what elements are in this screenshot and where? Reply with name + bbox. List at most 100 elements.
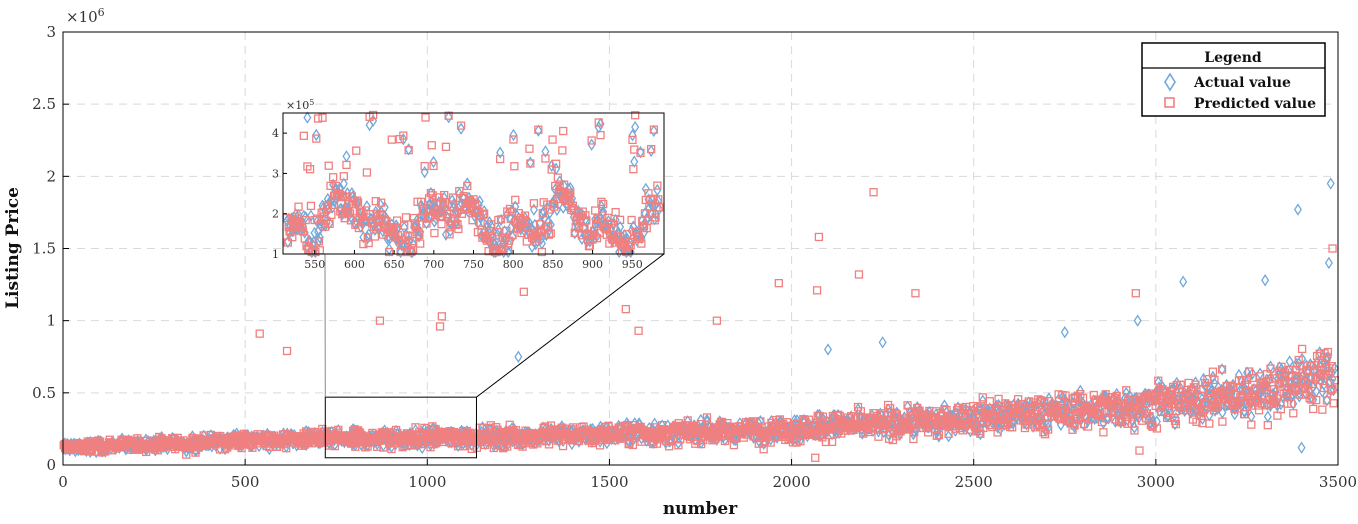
inset-predicted-point bbox=[651, 213, 660, 222]
predicted-point bbox=[1319, 371, 1328, 380]
predicted-point bbox=[1316, 369, 1325, 378]
inset-predicted-point bbox=[301, 215, 310, 225]
inset-predicted-point bbox=[344, 207, 353, 217]
predicted-point bbox=[1099, 428, 1108, 437]
inset-predicted-point bbox=[437, 219, 446, 229]
predicted-point bbox=[1043, 425, 1053, 434]
inset-predicted-point bbox=[341, 208, 350, 217]
inset-actual-point bbox=[509, 128, 518, 142]
inset-predicted-point bbox=[526, 159, 535, 168]
inset-actual-point bbox=[649, 124, 658, 138]
inset-predicted-point bbox=[384, 225, 393, 234]
predicted-point bbox=[1167, 387, 1177, 396]
predicted-point bbox=[797, 430, 806, 440]
inset-predicted-point bbox=[547, 165, 556, 174]
actual-point bbox=[1263, 410, 1272, 423]
predicted-point bbox=[453, 442, 463, 451]
inset-predicted-point bbox=[306, 201, 316, 211]
predicted-point bbox=[1249, 386, 1258, 395]
predicted-point bbox=[1275, 367, 1284, 376]
inset-predicted-point bbox=[598, 211, 607, 220]
inset-actual-point bbox=[325, 216, 334, 230]
predicted-point bbox=[756, 417, 765, 426]
x-tick-label: 3000 bbox=[1137, 473, 1175, 491]
predicted-point bbox=[537, 435, 546, 444]
predicted-point bbox=[1208, 367, 1218, 376]
inset-predicted-point bbox=[607, 219, 616, 228]
predicted-point bbox=[621, 304, 630, 314]
inset-predicted-point bbox=[599, 199, 608, 209]
inset-y-tick-label: 3 bbox=[272, 167, 279, 180]
predicted-point bbox=[712, 316, 722, 325]
predicted-point bbox=[1323, 347, 1333, 357]
predicted-point bbox=[1329, 399, 1338, 408]
predicted-point bbox=[931, 407, 941, 416]
zoom-connector-right bbox=[476, 253, 665, 398]
predicted-point bbox=[1272, 394, 1281, 403]
inset-actual-point bbox=[643, 210, 652, 224]
predicted-point bbox=[976, 402, 985, 411]
inset-actual-point bbox=[630, 155, 639, 168]
inset-predicted-point bbox=[352, 196, 362, 205]
inset-actual-point bbox=[640, 226, 649, 239]
predicted-point bbox=[812, 431, 821, 441]
inset-predicted-point bbox=[636, 148, 645, 157]
inset-predicted-point bbox=[511, 195, 520, 205]
inset-actual-point bbox=[429, 155, 438, 169]
inset-predicted-point bbox=[587, 136, 596, 145]
inset-predicted-point bbox=[283, 238, 293, 247]
actual-point bbox=[1130, 421, 1139, 434]
predicted-point bbox=[1212, 399, 1221, 408]
predicted-point bbox=[993, 428, 1002, 437]
inset-predicted-point bbox=[469, 195, 478, 204]
legend-predicted-label: Predicted value bbox=[1194, 96, 1316, 112]
inset-actual-point bbox=[627, 224, 636, 238]
inset-predicted-point bbox=[371, 197, 380, 206]
predicted-point bbox=[1145, 412, 1154, 421]
inset-actual-point bbox=[536, 233, 546, 246]
inset-predicted-point bbox=[362, 168, 372, 177]
inset-predicted-point bbox=[382, 217, 391, 226]
predicted-point bbox=[846, 412, 856, 421]
predicted-point bbox=[1287, 399, 1296, 408]
predicted-point bbox=[1123, 419, 1132, 428]
inset-predicted-point bbox=[407, 247, 416, 257]
inset-predicted-point bbox=[529, 199, 539, 208]
inset-predicted-point bbox=[544, 230, 554, 239]
inset-predicted-point bbox=[629, 165, 638, 174]
inset-predicted-point bbox=[631, 111, 640, 120]
main-points bbox=[59, 177, 1339, 462]
predicted-point bbox=[558, 441, 568, 451]
inset-predicted-point bbox=[548, 135, 557, 144]
inset-predicted-point bbox=[359, 239, 368, 249]
predicted-point bbox=[1328, 244, 1337, 253]
actual-point bbox=[1133, 314, 1142, 327]
predicted-point bbox=[528, 440, 538, 449]
inset-predicted-point bbox=[346, 216, 356, 225]
inset-predicted-point bbox=[635, 234, 644, 244]
inset-actual-point bbox=[496, 146, 505, 159]
inset-actual-point bbox=[420, 165, 429, 179]
predicted-point bbox=[714, 431, 724, 440]
predicted-point bbox=[853, 402, 863, 412]
inset-actual-point bbox=[444, 111, 453, 124]
inset-predicted-point bbox=[356, 207, 365, 216]
inset-predicted-point bbox=[288, 233, 297, 242]
inset-predicted-point bbox=[426, 188, 436, 198]
inset-predicted-point bbox=[454, 224, 463, 234]
predicted-point bbox=[282, 346, 292, 356]
inset-predicted-point bbox=[583, 236, 593, 245]
inset-actual-point bbox=[587, 138, 596, 151]
predicted-point bbox=[664, 442, 674, 451]
inset-predicted-point bbox=[364, 238, 373, 248]
predicted-point bbox=[1013, 395, 1023, 404]
y-tick-label: 3 bbox=[46, 23, 56, 41]
inset-predicted-point bbox=[313, 114, 323, 123]
inset-predicted-point bbox=[582, 216, 591, 225]
inset-predicted-point bbox=[519, 215, 528, 225]
y-tick-label: 2.5 bbox=[32, 95, 56, 113]
predicted-point bbox=[1042, 413, 1052, 422]
predicted-point bbox=[437, 312, 447, 321]
inset-predicted-point bbox=[303, 162, 312, 171]
